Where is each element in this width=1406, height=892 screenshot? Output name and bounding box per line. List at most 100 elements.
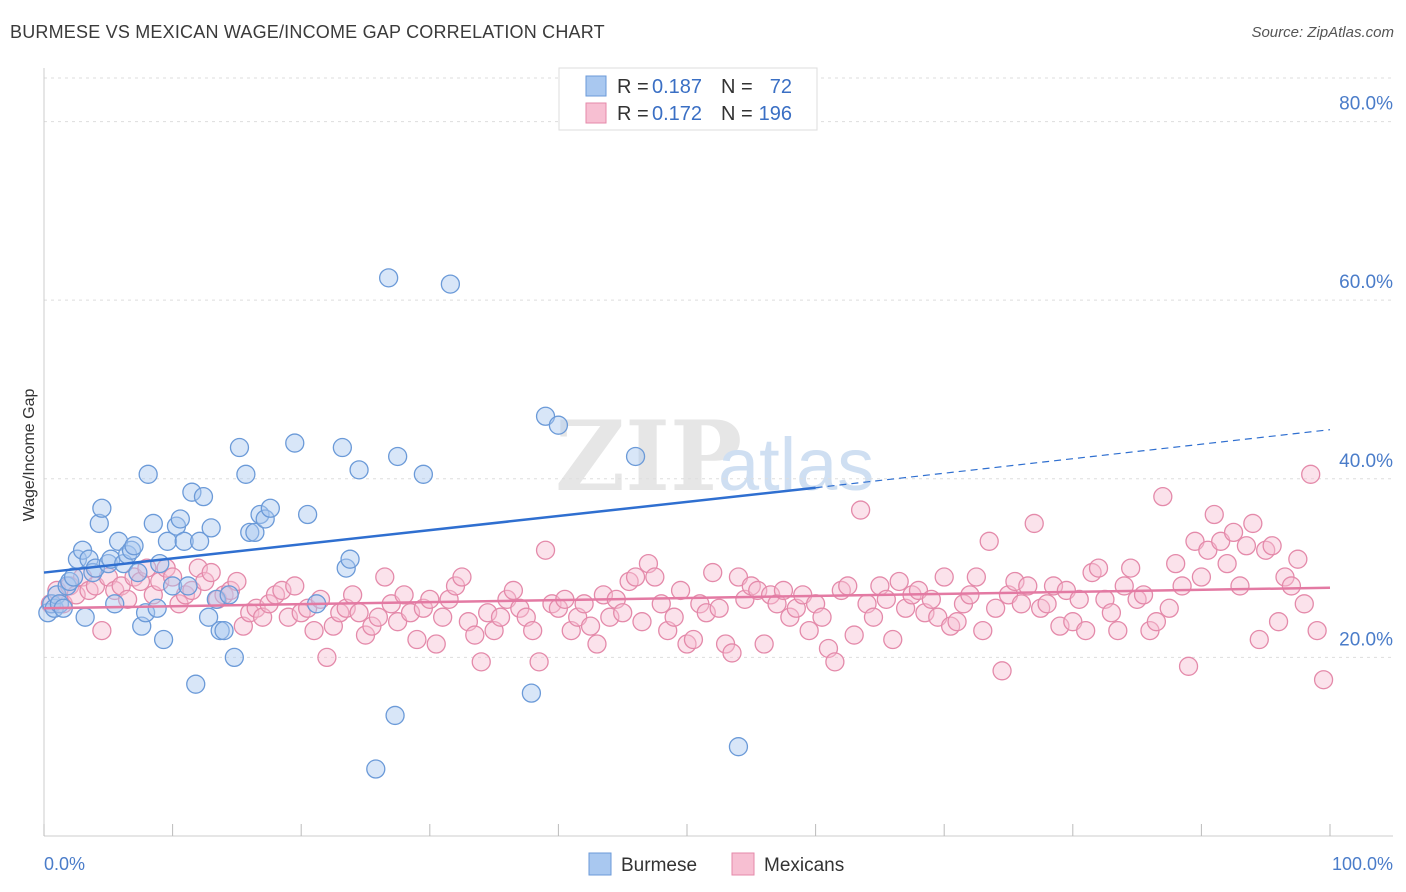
point-burmese [625,446,646,467]
point-mexicans [1146,612,1167,632]
point-mexicans [992,661,1012,681]
point-mexicans [420,589,440,609]
point-mexicans [503,580,524,601]
point-mexicans [1011,594,1032,614]
point-burmese [229,437,250,458]
point-mexicans [535,540,556,560]
point-mexicans [934,567,954,587]
point-burmese [193,487,214,507]
legend-r-value-burmese: 0.187 [652,76,702,98]
y-tick-label: 40.0% [1339,451,1393,472]
point-burmese [63,567,84,587]
point-burmese [245,522,265,543]
x-tick-label-min: 0.0% [44,854,85,874]
point-mexicans [1236,536,1257,556]
point-mexicans [1217,553,1237,574]
point-burmese [75,607,95,627]
point-layer [38,268,1334,779]
point-burmese [521,683,542,703]
point-mexicans [1178,656,1199,676]
point-burmese [548,415,569,435]
point-mexicans [1313,670,1334,690]
point-mexicans [433,607,453,627]
point-mexicans [754,634,774,654]
point-mexicans [1191,567,1212,587]
point-mexicans [1172,576,1192,596]
stats-legend: R = 0.187 N = 72 R = 0.172 N = 196 [558,67,818,131]
point-mexicans [1037,594,1057,614]
point-burmese [150,553,170,574]
point-mexicans [1294,594,1314,614]
point-burmese [366,759,386,779]
trendline-burmese [43,486,816,574]
y-axis-label: Wage/Income Gap [21,389,38,522]
point-mexicans [722,643,742,663]
point-mexicans [825,652,845,672]
point-mexicans [1223,522,1244,543]
point-mexicans [465,625,485,645]
point-mexicans [342,585,363,605]
point-burmese [143,513,163,534]
bottom-legend-label-mexicans: Mexicans [764,855,844,876]
watermark-zip: ZIP [555,400,742,513]
point-mexicans [645,567,665,587]
point-mexicans [1301,464,1321,484]
point-mexicans [574,594,594,614]
y-tick-label: 20.0% [1339,629,1393,650]
point-burmese [124,536,144,556]
point-mexicans [844,625,864,645]
point-mexicans [1159,598,1179,618]
point-burmese [162,576,183,596]
point-mexicans [426,634,446,654]
y-tick-label: 60.0% [1339,272,1393,293]
point-burmese [138,464,158,484]
point-mexicans [580,616,601,636]
point-mexicans [471,652,491,672]
point-mexicans [529,652,549,672]
point-mexicans [670,580,691,601]
point-burmese [153,629,174,650]
point-burmese [349,460,369,480]
point-mexicans [317,647,337,668]
point-mexicans [375,567,395,587]
point-burmese [385,705,405,726]
point-mexicans [979,531,999,551]
point-burmese [147,598,167,618]
point-mexicans [1262,536,1282,556]
point-burmese [378,268,399,288]
bottom-legend-label-burmese: Burmese [621,855,697,876]
point-mexicans [632,612,652,632]
point-mexicans [452,567,472,587]
point-mexicans [966,567,986,587]
point-mexicans [812,607,832,627]
point-mexicans [1204,504,1224,525]
point-burmese [178,576,198,596]
point-mexicans [664,607,684,627]
point-burmese [214,620,234,641]
legend-swatch-burmese [585,75,607,97]
point-burmese [198,607,219,627]
point-mexicans [201,562,221,583]
point-mexicans [703,562,723,583]
y-tick-label: 80.0% [1339,94,1393,115]
point-mexicans [799,620,819,641]
point-burmese [255,509,275,529]
point-mexicans [92,620,112,641]
point-mexicans [838,576,858,596]
point-mexicans [1121,558,1141,578]
legend-r-label-mexicans: R = [617,103,649,125]
point-burmese [332,437,353,458]
point-burmese [135,603,156,623]
point-mexicans [304,620,324,641]
legend-n-label-mexicans: N = [721,103,753,125]
point-mexicans [523,620,543,641]
legend-r-label-burmese: R = [617,76,649,98]
trendline-burmese-extension [815,429,1331,489]
point-mexicans [490,607,511,627]
point-mexicans [349,603,369,623]
point-mexicans [1108,620,1128,641]
point-mexicans [1307,620,1327,641]
point-mexicans [863,607,884,627]
point-burmese [189,531,210,551]
